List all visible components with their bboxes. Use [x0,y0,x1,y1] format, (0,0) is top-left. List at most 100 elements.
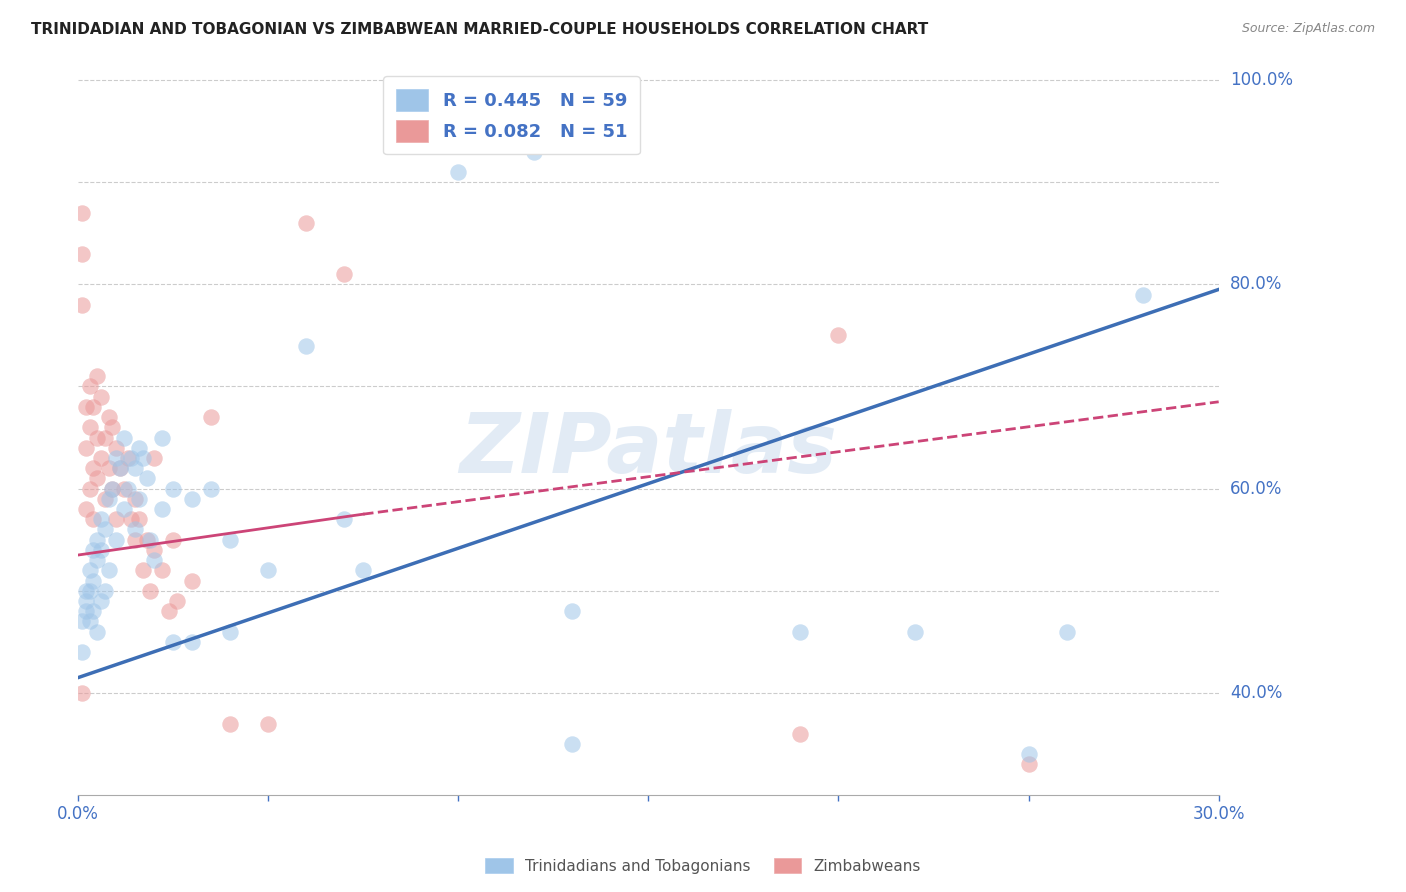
Point [139,583,162,598]
Point [1018,747,1040,762]
Point [903,624,925,639]
Point [162,635,184,649]
Point [117,482,139,496]
Point [86,553,108,567]
Point [523,145,546,159]
Point [162,533,184,547]
Point [789,624,811,639]
Point [105,533,128,547]
Point [120,512,142,526]
Point [219,624,242,639]
Point [70,686,93,700]
Point [82,512,104,526]
Point [90,390,112,404]
Point [86,431,108,445]
Point [181,491,204,506]
Point [150,502,173,516]
Point [79,379,101,393]
Point [257,563,280,577]
Point [93,491,115,506]
Point [120,450,142,465]
Point [79,583,101,598]
Point [112,502,135,516]
Point [200,410,222,425]
Point [561,604,583,618]
Point [79,482,101,496]
Point [97,461,120,475]
Point [70,615,93,629]
Point [105,450,128,465]
Text: TRINIDADIAN AND TOBAGONIAN VS ZIMBABWEAN MARRIED-COUPLE HOUSEHOLDS CORRELATION C: TRINIDADIAN AND TOBAGONIAN VS ZIMBABWEAN… [31,22,928,37]
Legend: Trinidadians and Tobagonians, Zimbabweans: Trinidadians and Tobagonians, Zimbabwean… [479,852,927,880]
Point [90,512,112,526]
Text: 100.0%: 100.0% [1230,71,1294,89]
Point [352,563,374,577]
Point [561,737,583,751]
Point [166,594,188,608]
Point [75,594,97,608]
Point [124,523,146,537]
Point [219,716,242,731]
Text: ZIPatlas: ZIPatlas [460,409,838,490]
Point [70,246,93,260]
Point [219,533,242,547]
Point [108,461,131,475]
Point [82,574,104,588]
Point [97,491,120,506]
Point [143,542,166,557]
Point [75,583,97,598]
Point [200,482,222,496]
Point [79,420,101,434]
Point [827,328,849,343]
Point [333,267,356,281]
Point [101,420,124,434]
Point [86,624,108,639]
Point [789,727,811,741]
Text: 40.0%: 40.0% [1230,684,1282,702]
Point [82,461,104,475]
Point [139,533,162,547]
Text: Source: ZipAtlas.com: Source: ZipAtlas.com [1241,22,1375,36]
Point [75,441,97,455]
Point [1056,624,1078,639]
Legend: R = 0.445   N = 59, R = 0.082   N = 51: R = 0.445 N = 59, R = 0.082 N = 51 [384,76,640,154]
Point [82,400,104,414]
Point [105,441,128,455]
Point [79,563,101,577]
Point [86,471,108,485]
Point [70,298,93,312]
Text: 60.0%: 60.0% [1230,480,1282,498]
Point [295,216,318,230]
Point [93,523,115,537]
Text: 80.0%: 80.0% [1230,276,1282,293]
Point [90,450,112,465]
Point [150,563,173,577]
Point [70,645,93,659]
Point [135,471,157,485]
Point [181,635,204,649]
Point [143,450,166,465]
Point [150,431,173,445]
Point [70,206,93,220]
Point [117,450,139,465]
Point [82,604,104,618]
Point [128,512,150,526]
Point [128,441,150,455]
Point [124,533,146,547]
Point [112,431,135,445]
Point [181,574,204,588]
Point [97,410,120,425]
Point [105,512,128,526]
Point [112,482,135,496]
Point [135,533,157,547]
Point [82,542,104,557]
Point [1018,757,1040,772]
Point [132,450,155,465]
Point [143,553,166,567]
Point [86,533,108,547]
Point [93,431,115,445]
Point [75,400,97,414]
Point [86,369,108,384]
Point [124,461,146,475]
Point [128,491,150,506]
